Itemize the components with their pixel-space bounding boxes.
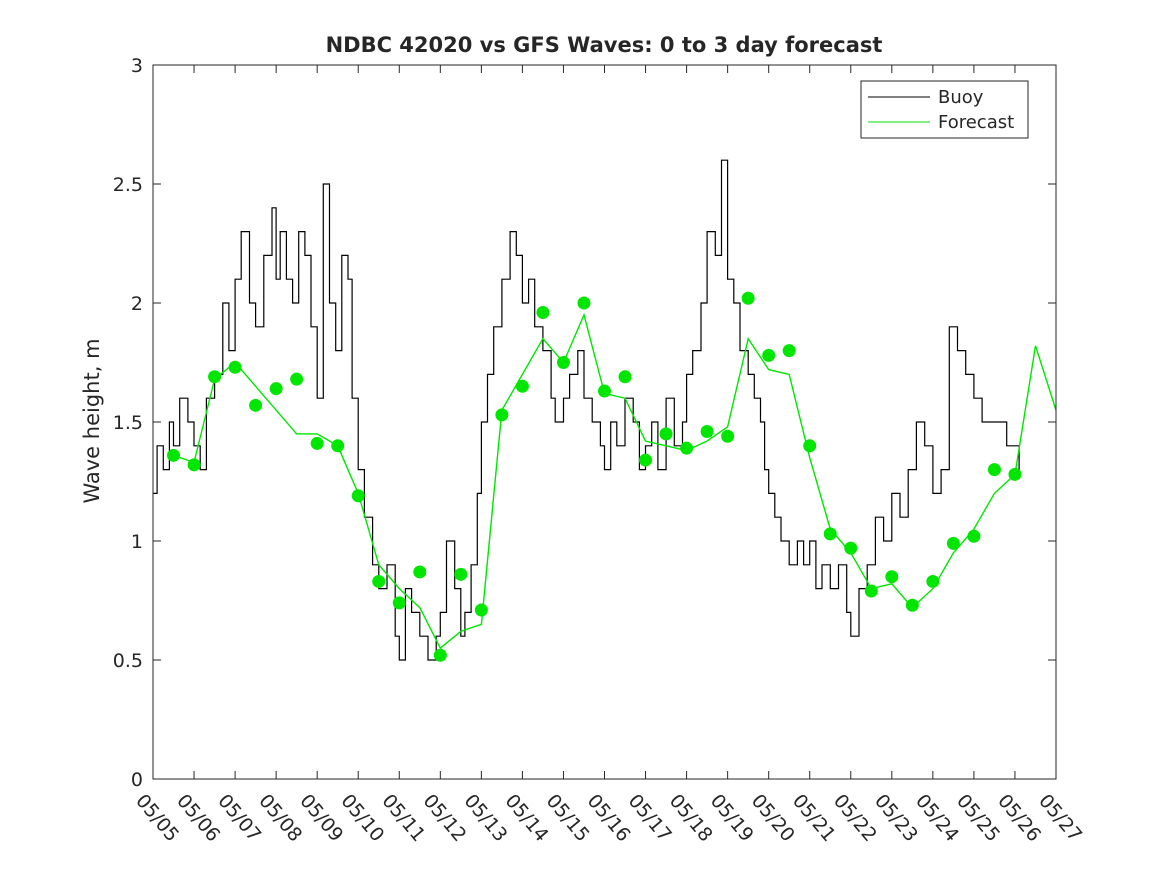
forecast-marker (659, 427, 673, 441)
legend: Buoy Forecast (860, 80, 1029, 139)
plot-area (153, 159, 1057, 662)
buoy-line (153, 159, 1020, 661)
forecast-markers (167, 291, 1022, 662)
forecast-marker (762, 348, 776, 362)
forecast-marker (926, 574, 940, 588)
forecast-marker (392, 596, 406, 610)
forecast-marker (967, 529, 981, 543)
forecast-marker (577, 296, 591, 310)
forecast-marker (536, 306, 550, 320)
y-tick-label: 2.5 (113, 174, 143, 196)
forecast-marker (454, 567, 468, 581)
y-tick-label: 1.5 (113, 412, 143, 434)
forecast-marker (187, 458, 201, 472)
forecast-marker (310, 436, 324, 450)
y-tick-label: 1 (131, 531, 143, 553)
y-tick-label: 0.5 (113, 650, 143, 672)
forecast-marker (823, 527, 837, 541)
forecast-marker (413, 565, 427, 579)
forecast-marker (495, 408, 509, 422)
forecast-marker (700, 425, 714, 439)
forecast-marker (290, 372, 304, 386)
forecast-marker (639, 453, 653, 467)
forecast-marker (433, 648, 447, 662)
forecast-marker (474, 603, 488, 617)
y-tick-label: 0 (131, 769, 143, 791)
y-tick-label: 2 (131, 293, 143, 315)
forecast-marker (741, 291, 755, 305)
forecast-marker (556, 356, 570, 369)
forecast-marker (721, 429, 735, 443)
forecast-marker (803, 439, 817, 453)
forecast-marker (228, 360, 242, 374)
forecast-marker (249, 398, 263, 412)
forecast-marker (351, 489, 365, 503)
forecast-marker (331, 439, 345, 453)
forecast-marker (167, 448, 181, 462)
forecast-marker (1008, 467, 1022, 481)
y-axis-label: Wave height, m (80, 338, 104, 503)
y-tick-label: 3 (131, 55, 143, 77)
forecast-marker (844, 541, 858, 555)
legend-forecast-label: Forecast (938, 112, 1014, 133)
forecast-marker (208, 370, 222, 384)
forecast-marker (269, 382, 283, 396)
forecast-marker (618, 370, 632, 384)
chart-title: NDBC 42020 vs GFS Waves: 0 to 3 day fore… (326, 33, 883, 57)
forecast-marker (905, 598, 919, 612)
forecast-marker (680, 441, 694, 455)
y-axis: 0 0.5 1 1.5 2 2.5 3 (113, 55, 1056, 791)
forecast-marker (946, 536, 960, 550)
forecast-marker (515, 379, 529, 393)
forecast-marker (987, 463, 1001, 477)
forecast-marker (372, 574, 386, 588)
forecast-marker (864, 584, 878, 598)
buoy-series (153, 159, 1020, 661)
forecast-marker (885, 570, 899, 584)
forecast-marker (598, 384, 611, 398)
forecast-marker (782, 344, 796, 358)
legend-buoy-label: Buoy (938, 87, 984, 108)
legend-box (860, 80, 1029, 139)
